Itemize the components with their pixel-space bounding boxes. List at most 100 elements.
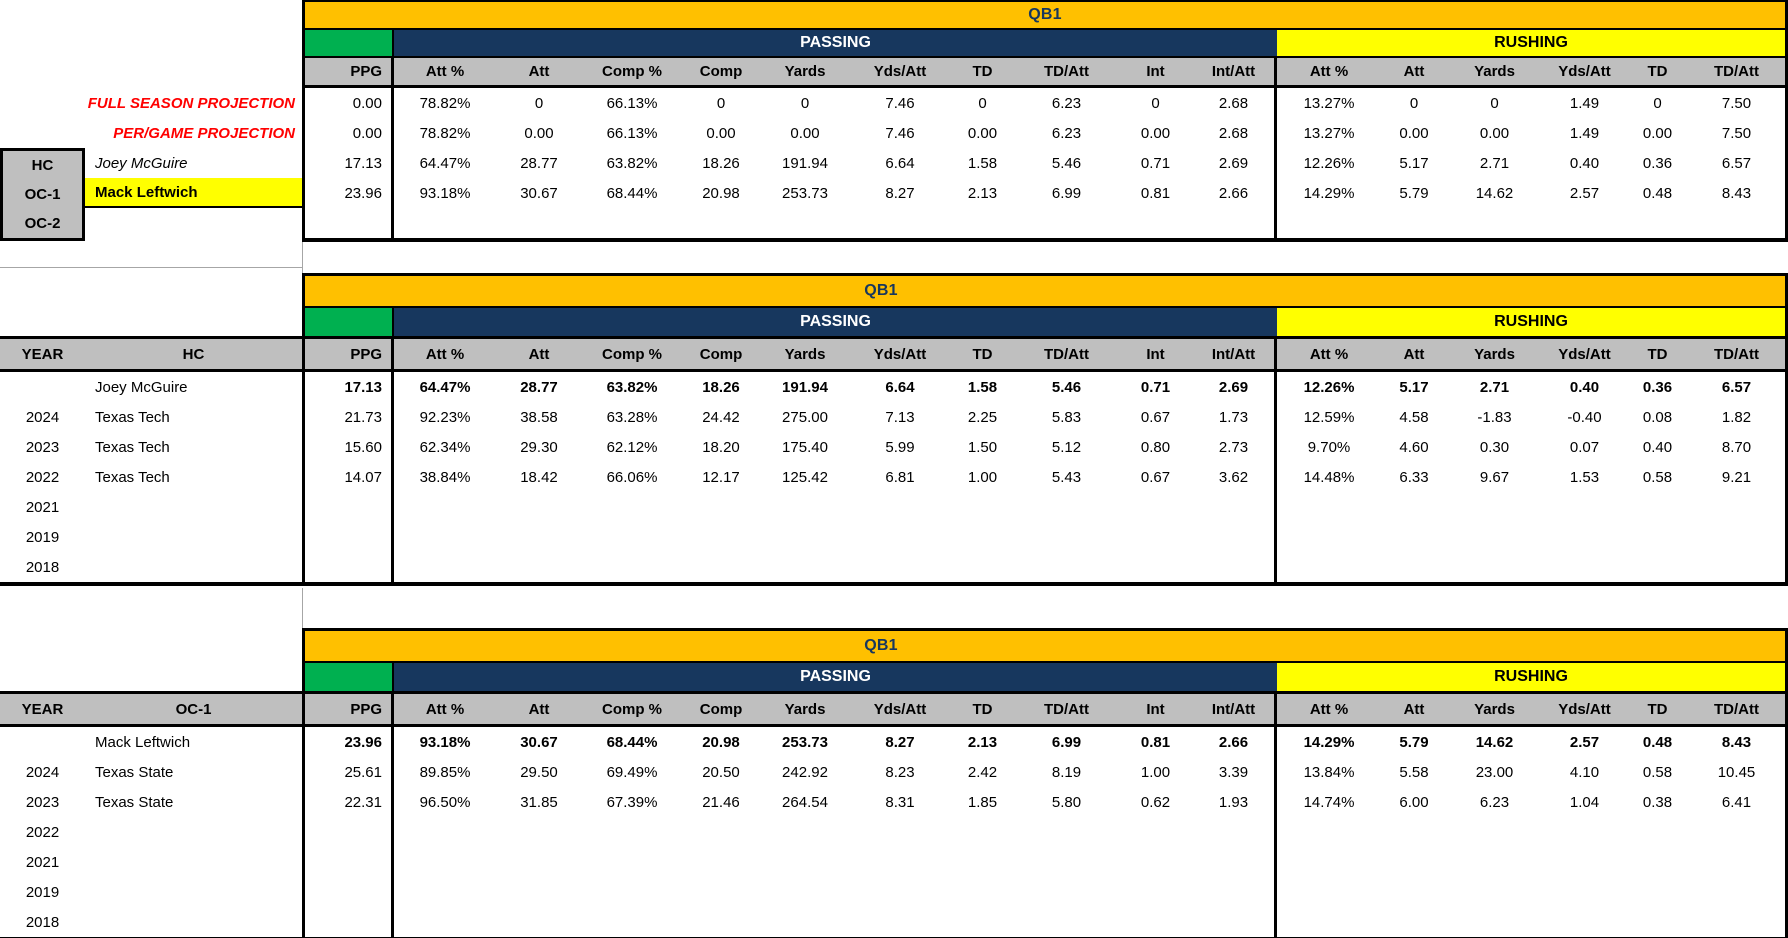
stat-cell[interactable]: 8.27 [885, 733, 915, 751]
stat-cell[interactable]: 0.00 [967, 124, 998, 142]
stat-cell[interactable] [1688, 552, 1785, 582]
stat-cell[interactable]: 18.26 [702, 378, 740, 396]
column-header[interactable]: Yds/Att [1542, 339, 1627, 369]
stat-cell[interactable] [394, 208, 496, 238]
stat-cell[interactable]: 4.58 [1399, 408, 1429, 426]
stat-cell[interactable]: 5.79 [1399, 184, 1429, 202]
stat-cell[interactable]: 17.13 [305, 372, 394, 402]
stat-cell[interactable] [1542, 907, 1627, 937]
stat-cell[interactable] [1277, 877, 1381, 907]
stat-cell[interactable] [850, 492, 950, 522]
rushing-band[interactable]: RUSHING [1277, 308, 1785, 336]
year-header[interactable]: YEAR [21, 700, 64, 718]
stat-cell[interactable]: 66.13% [606, 94, 658, 112]
stat-cell[interactable]: 2.42 [967, 763, 998, 781]
stat-cell[interactable] [496, 877, 582, 907]
year-cell[interactable]: 2022 [25, 468, 60, 486]
stat-cell[interactable]: 0 [1490, 94, 1499, 112]
stat-cell[interactable]: 89.85% [419, 763, 471, 781]
year-cell[interactable]: 2023 [25, 793, 60, 811]
stat-cell[interactable]: 0.38 [1642, 793, 1673, 811]
stat-cell[interactable] [1688, 817, 1785, 847]
stat-cell[interactable] [1277, 522, 1381, 552]
stat-cell[interactable] [682, 522, 760, 552]
stat-cell[interactable]: 1.04 [1569, 793, 1600, 811]
stat-cell[interactable]: 8.31 [885, 793, 915, 811]
stat-cell[interactable]: 96.50% [419, 793, 471, 811]
column-header[interactable]: TD [1627, 58, 1688, 85]
column-header[interactable]: TD [1627, 339, 1688, 369]
year-cell[interactable]: 2024 [25, 408, 60, 426]
stat-cell[interactable]: 24.42 [702, 408, 740, 426]
stat-cell[interactable]: 242.92 [782, 763, 828, 781]
stat-cell[interactable] [850, 847, 950, 877]
stat-cell[interactable]: 0.07 [1569, 438, 1600, 456]
stat-cell[interactable] [1627, 877, 1688, 907]
stat-cell[interactable]: 2.71 [1479, 378, 1510, 396]
stat-cell[interactable] [950, 492, 1015, 522]
stat-cell[interactable]: 6.23 [1051, 94, 1082, 112]
stat-cell[interactable]: 6.00 [1399, 793, 1429, 811]
stat-cell[interactable]: 14.62 [1475, 184, 1514, 202]
stat-cell[interactable] [1193, 522, 1277, 552]
stat-cell[interactable] [1627, 847, 1688, 877]
stat-cell[interactable] [1381, 522, 1447, 552]
stat-cell[interactable] [1193, 492, 1277, 522]
stat-cell[interactable]: 2.57 [1569, 733, 1600, 751]
stat-cell[interactable]: 2.25 [967, 408, 998, 426]
stat-cell[interactable] [760, 847, 850, 877]
stat-cell[interactable]: 63.82% [606, 154, 658, 172]
column-header[interactable]: TD [950, 694, 1015, 724]
stat-cell[interactable]: 1.49 [1569, 94, 1600, 112]
stat-cell[interactable]: 5.46 [1051, 154, 1082, 172]
column-header[interactable]: TD/Att [1688, 694, 1785, 724]
year-cell[interactable] [0, 372, 85, 402]
stat-cell[interactable]: 9.67 [1479, 468, 1510, 486]
stat-cell[interactable]: 1.85 [967, 793, 998, 811]
column-header[interactable]: Att [496, 339, 582, 369]
stat-cell[interactable]: 9.70% [1307, 438, 1351, 456]
column-header[interactable]: Att [1381, 339, 1447, 369]
stat-cell[interactable]: 6.99 [1051, 184, 1082, 202]
stat-cell[interactable]: 191.94 [782, 154, 828, 172]
stat-cell[interactable]: 0.58 [1642, 763, 1673, 781]
stat-cell[interactable]: 2.69 [1193, 148, 1277, 178]
stat-cell[interactable]: 0.00 [1642, 124, 1673, 142]
stat-cell[interactable] [1627, 817, 1688, 847]
column-header[interactable]: PPG [305, 58, 394, 85]
stat-cell[interactable]: 1.00 [967, 468, 998, 486]
stat-cell[interactable]: 7.46 [885, 94, 915, 112]
team-cell[interactable] [85, 877, 302, 907]
stat-cell[interactable]: 0.00 [706, 124, 736, 142]
stat-cell[interactable]: 5.46 [1051, 378, 1082, 396]
stat-cell[interactable]: 0 [1653, 94, 1662, 112]
stat-cell[interactable]: 28.77 [520, 378, 558, 396]
stat-cell[interactable]: 1.82 [1721, 408, 1752, 426]
stat-cell[interactable] [1688, 492, 1785, 522]
stat-cell[interactable]: 0.40 [1569, 154, 1600, 172]
stat-cell[interactable] [850, 907, 950, 937]
stat-cell[interactable]: 5.79 [1399, 733, 1429, 751]
stat-cell[interactable] [305, 552, 394, 582]
stat-cell[interactable] [1627, 208, 1688, 238]
column-header[interactable]: Comp % [582, 694, 682, 724]
rushing-band[interactable]: RUSHING [1277, 663, 1785, 691]
stat-cell[interactable] [394, 847, 496, 877]
stat-cell[interactable] [1447, 817, 1542, 847]
stat-cell[interactable] [305, 208, 394, 238]
stat-cell[interactable]: 8.19 [1051, 763, 1082, 781]
stat-cell[interactable]: 20.98 [702, 184, 740, 202]
stat-cell[interactable] [1118, 208, 1193, 238]
year-cell[interactable]: 2021 [25, 498, 60, 516]
stat-cell[interactable] [394, 492, 496, 522]
stat-cell[interactable]: 20.98 [702, 733, 740, 751]
stat-cell[interactable]: 17.13 [305, 148, 394, 178]
stat-cell[interactable]: 5.12 [1051, 438, 1082, 456]
column-header[interactable]: Yards [1447, 58, 1542, 85]
stat-cell[interactable]: 6.57 [1721, 378, 1752, 396]
stat-cell[interactable] [850, 817, 950, 847]
stat-cell[interactable]: 0.00 [1479, 124, 1510, 142]
stat-cell[interactable] [1627, 907, 1688, 937]
year-cell[interactable]: 2023 [25, 438, 60, 456]
stat-cell[interactable]: 13.27% [1303, 94, 1355, 112]
